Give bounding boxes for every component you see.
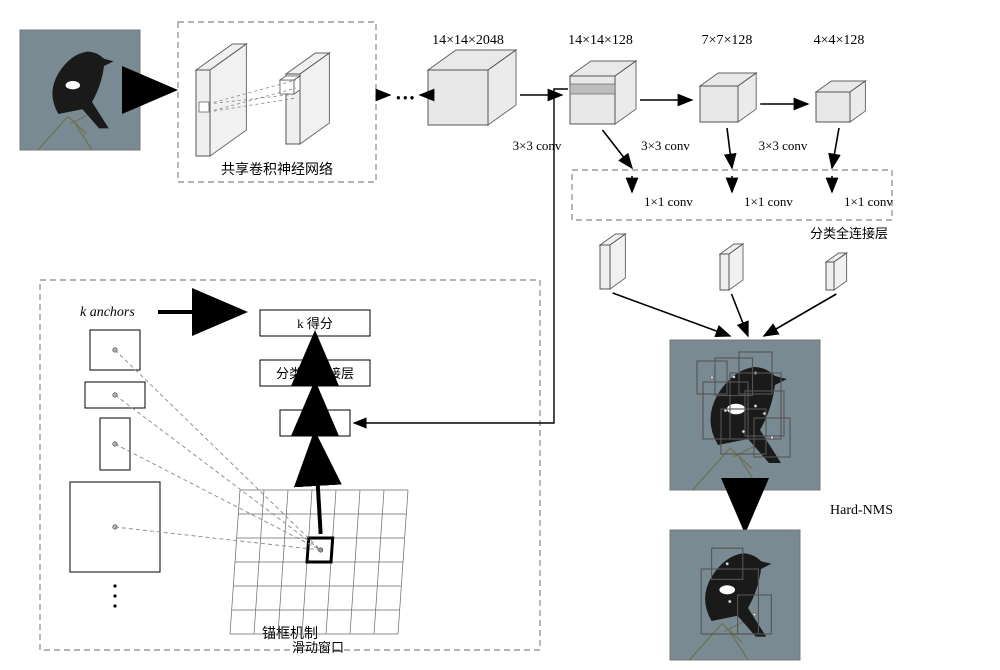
arrow [764, 294, 836, 336]
arrow [603, 130, 633, 168]
arrow [315, 438, 321, 534]
conv-label: 3×3 conv [759, 138, 808, 153]
shared-cnn-label: 共享卷积神经网络 [221, 161, 333, 178]
dim-label: 14×14×128 [568, 33, 633, 48]
cuboid [826, 253, 847, 290]
ellipsis: ● ● ● [396, 93, 415, 102]
bird-image [20, 30, 140, 150]
dim-label: 14×14×2048 [432, 33, 504, 48]
dim-label: 7×7×128 [702, 33, 753, 48]
arrow [832, 128, 839, 168]
cuboid [816, 81, 865, 122]
conv1x1-label: 1×1 conv [744, 194, 793, 209]
cuboid [428, 50, 516, 125]
cuboid [280, 53, 329, 144]
conv-label: 3×3 conv [641, 138, 690, 153]
k-anchors-label: k anchors [80, 305, 135, 320]
architecture-diagram: 共享卷积神经网络 ● ● ● 14×14×2048 14×14×128 7×7×128 4… [0, 0, 1000, 670]
bird-image [670, 530, 800, 660]
fc-layer-label: 分类全连接层 [810, 226, 888, 241]
k-scores-box-label: k 得分 [297, 316, 333, 331]
sliding-window-label: 滑动窗口 [292, 640, 344, 655]
128d-box-label: 128-d [300, 416, 331, 431]
arrow [613, 293, 730, 336]
hard-nms-label: Hard-NMS [830, 503, 893, 518]
conv1x1-label: 1×1 conv [644, 194, 693, 209]
cuboid [700, 73, 756, 122]
conv1x1-label: 1×1 conv [844, 194, 893, 209]
anchor-fc-box-label: 分类全连接层 [276, 366, 354, 381]
arrow [732, 294, 749, 336]
dim-label: 4×4×128 [814, 33, 865, 48]
arrow [727, 128, 732, 168]
bird-image [670, 340, 820, 490]
cuboid [720, 244, 743, 290]
cuboid [600, 234, 625, 289]
